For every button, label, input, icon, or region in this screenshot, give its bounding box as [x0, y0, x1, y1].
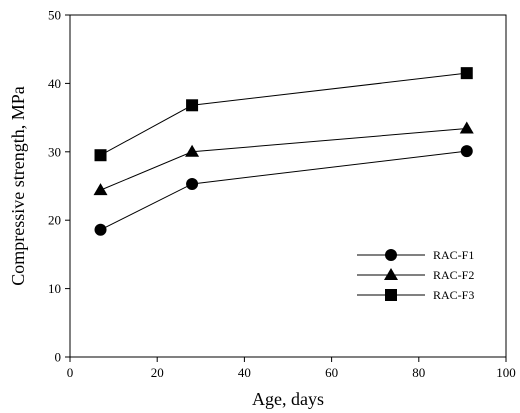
x-tick-label: 100	[496, 365, 516, 380]
data-point	[460, 67, 473, 80]
legend-marker	[384, 268, 398, 280]
y-axis: 0 10 20 30 40 50	[48, 8, 70, 365]
series-line	[100, 128, 467, 191]
legend-item: RAC-F3	[357, 288, 474, 302]
x-axis-title: Age, days	[252, 389, 324, 409]
x-tick-label: 60	[325, 365, 338, 380]
legend-item: RAC-F2	[357, 268, 474, 282]
series-line	[100, 72, 467, 156]
x-tick-label: 80	[412, 365, 425, 380]
data-point	[94, 149, 107, 162]
y-tick-label: 30	[48, 144, 61, 159]
data-point	[459, 121, 474, 134]
legend-label: RAC-F2	[433, 268, 474, 282]
legend-marker	[385, 289, 397, 301]
plot-area	[69, 14, 507, 358]
data-point	[186, 177, 199, 190]
x-axis: 0 20 40 60 80 100	[67, 357, 516, 380]
y-tick-label: 10	[48, 281, 61, 296]
legend: RAC-F1 RAC-F2 RAC-F3	[357, 248, 474, 302]
data-point	[186, 99, 199, 112]
series-rac-f3	[94, 67, 473, 162]
data-point	[185, 144, 200, 157]
y-tick-label: 0	[55, 350, 62, 365]
y-tick-label: 50	[48, 8, 61, 23]
series-rac-f2	[93, 121, 474, 196]
y-axis-title: Compressive strength, MPa	[8, 86, 28, 286]
legend-item: RAC-F1	[357, 248, 474, 262]
data-point	[460, 145, 473, 158]
legend-marker	[385, 249, 397, 261]
series-rac-f1	[94, 145, 473, 236]
series-layer	[93, 67, 474, 236]
series-line	[100, 150, 467, 231]
data-point	[93, 183, 108, 196]
x-tick-label: 0	[67, 365, 74, 380]
data-point	[94, 223, 107, 236]
y-tick-label: 20	[48, 213, 61, 228]
x-tick-label: 40	[238, 365, 251, 380]
legend-label: RAC-F3	[433, 288, 474, 302]
x-tick-label: 20	[151, 365, 164, 380]
legend-label: RAC-F1	[433, 248, 474, 262]
y-tick-label: 40	[48, 76, 61, 91]
